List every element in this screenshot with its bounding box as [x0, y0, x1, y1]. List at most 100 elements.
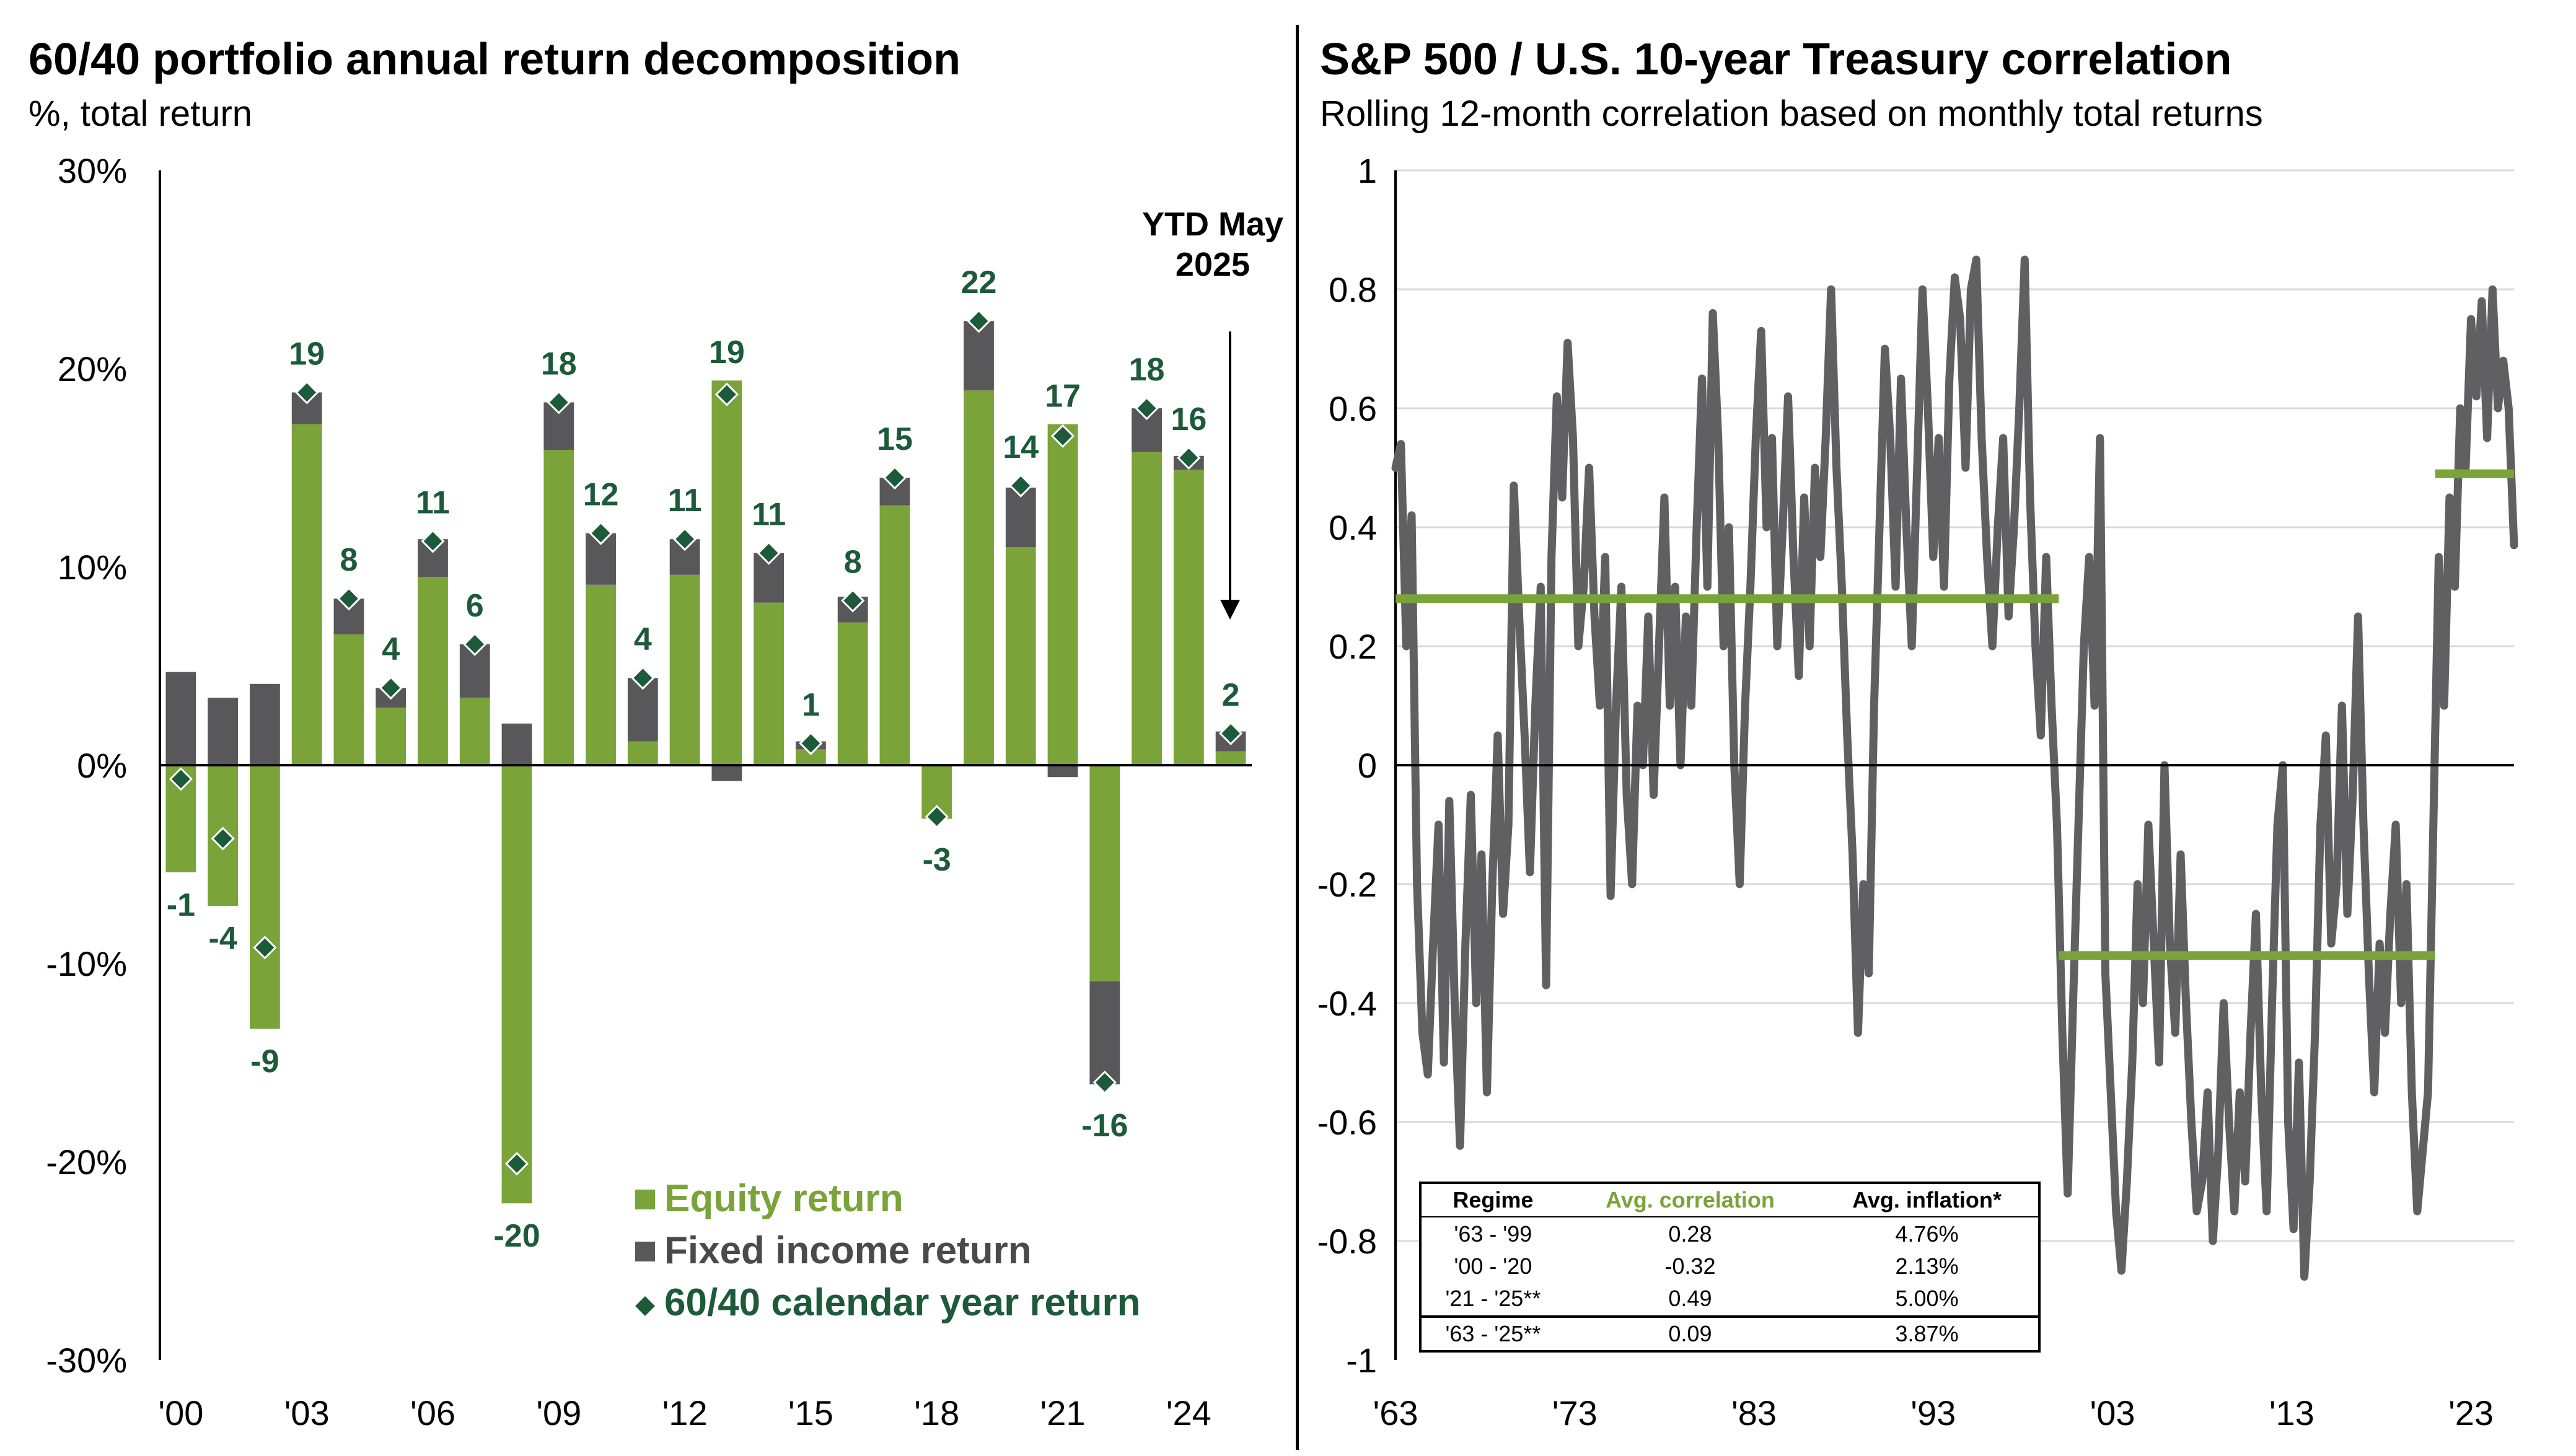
y-tick-label: 1	[1358, 151, 1377, 190]
bar-fixed	[501, 723, 532, 765]
data-label: 17	[1045, 379, 1081, 414]
data-label: 18	[1129, 352, 1165, 388]
regime-cell: -0.32	[1664, 1253, 1716, 1279]
data-label: 19	[709, 335, 745, 371]
bar-fixed	[165, 672, 196, 765]
bar-equity	[627, 741, 658, 765]
x-tick-label: '13	[2269, 1393, 2314, 1432]
bar-fixed	[711, 765, 742, 781]
y-tick-label: 0.4	[1329, 508, 1377, 547]
y-tick-label: 0%	[77, 746, 127, 785]
bar-fixed	[208, 698, 239, 765]
x-tick-label: '00	[158, 1393, 203, 1432]
total-return-point	[547, 390, 571, 414]
regime-row: '63 - '99 0.28 4.76%	[1420, 1217, 2039, 1250]
bar-equity	[501, 765, 532, 1204]
total-return-point	[295, 380, 319, 405]
data-label: -3	[923, 842, 951, 878]
y-tick-label: -0.8	[1317, 1222, 1378, 1261]
ytd-annotation-line2: 2025	[1176, 246, 1250, 283]
regime-row: '00 - '20 -0.32 2.13%	[1420, 1250, 2039, 1283]
bar-equity	[1173, 470, 1204, 765]
total-return-point	[714, 382, 739, 406]
bar-equity	[711, 380, 742, 765]
bar-equity	[837, 622, 868, 765]
regime-table-header: Regime Avg. correlation Avg. inflation*	[1420, 1183, 2039, 1218]
data-label: 11	[752, 497, 786, 533]
data-label: 14	[1003, 429, 1039, 465]
total-return-point	[1218, 721, 1243, 745]
bar-equity	[1005, 547, 1036, 765]
total-return-point	[799, 731, 823, 755]
total-return-point	[589, 521, 613, 545]
total-return-point	[253, 936, 277, 960]
bar-fixed	[1005, 488, 1036, 547]
data-label: -4	[209, 921, 237, 957]
total-return-point	[504, 1152, 529, 1176]
right-chart-title: S&P 500 / U.S. 10-year Treasury correlat…	[1320, 35, 2232, 84]
bar-equity	[418, 577, 448, 765]
data-label: 4	[382, 631, 400, 667]
x-tick-label: '03	[2090, 1393, 2135, 1432]
data-label: -1	[167, 887, 195, 923]
regime-cell: '63 - '25**	[1420, 1315, 1565, 1351]
total-return-point	[463, 632, 487, 656]
total-return-point	[631, 666, 655, 690]
bar-equity	[1215, 751, 1246, 765]
regime-row: '21 - '25** 0.49 5.00%	[1420, 1283, 2039, 1316]
regime-cell: 5.00%	[1895, 1286, 1959, 1312]
bar-equity	[333, 634, 364, 765]
total-return-point	[336, 587, 361, 611]
y-tick-label: 10%	[58, 548, 127, 587]
y-tick-label: 0.6	[1329, 389, 1377, 428]
legend-label-equity: Equity return	[664, 1177, 903, 1220]
data-label: 1	[802, 687, 820, 723]
left-chart-subtitle: %, total return	[29, 94, 253, 134]
total-return-point	[841, 589, 865, 613]
regime-cell: 2.13%	[1895, 1253, 1959, 1279]
data-label: 15	[877, 421, 913, 457]
regime-cell: 0.28	[1668, 1221, 1712, 1247]
bar-equity	[376, 708, 407, 765]
bar-equity	[1047, 424, 1078, 765]
y-tick-label: -30%	[46, 1341, 127, 1380]
x-tick-label: '63	[1373, 1393, 1418, 1432]
x-tick-label: '83	[1731, 1393, 1777, 1432]
data-label: 2	[1222, 677, 1240, 713]
regime-cell: '63 - '99	[1454, 1221, 1532, 1247]
regime-header-regime: Regime	[1420, 1183, 1565, 1218]
total-return-point	[1009, 473, 1033, 498]
regime-header-correlation: Avg. correlation	[1564, 1183, 1816, 1218]
bar-equity	[879, 505, 910, 765]
x-tick-label: '93	[1910, 1393, 1956, 1432]
right-chart: 1 0.8 0.6 0.4 0.2 0 -0.2 -0.4 -0.6 -0.8 -1 '63 '73 '8…	[1317, 151, 2518, 1432]
data-label: 12	[583, 477, 619, 513]
data-label: 19	[289, 336, 325, 372]
total-return-point	[421, 529, 445, 553]
x-tick-label: '15	[788, 1393, 833, 1432]
regime-table: Regime Avg. correlation Avg. inflation* …	[1419, 1182, 2041, 1353]
y-tick-label: 30%	[58, 151, 127, 190]
regime-cell: 0.49	[1668, 1286, 1712, 1312]
legend-label-total: 60/40 calendar year return	[664, 1281, 1141, 1324]
regime-cell: 3.87%	[1816, 1315, 2039, 1351]
y-tick-label: 20%	[58, 349, 127, 388]
panel-divider	[1296, 25, 1299, 1450]
y-tick-label: 0	[1358, 746, 1377, 785]
x-tick-label: '73	[1552, 1393, 1598, 1432]
left-chart-title: 60/40 portfolio annual return decomposit…	[29, 35, 961, 84]
total-return-point	[757, 541, 781, 565]
left-chart: 30% 20% 10% 0% -10% -20% -30% '00 '03 '06 '09 '12 '1…	[46, 151, 1252, 1432]
legend-swatch-equity	[635, 1190, 655, 1209]
x-tick-label: '18	[914, 1393, 959, 1432]
bar-fixed	[1089, 981, 1120, 1085]
bar-equity	[964, 390, 994, 765]
ytd-annotation-line1: YTD May	[1142, 206, 1283, 243]
y-tick-label: 0.2	[1329, 627, 1377, 666]
bar-equity	[543, 450, 574, 765]
y-tick-label: -0.2	[1317, 865, 1378, 904]
regime-cell: '00 - '20	[1454, 1253, 1532, 1279]
y-tick-label: -0.4	[1317, 984, 1378, 1023]
data-label: 11	[416, 485, 450, 520]
